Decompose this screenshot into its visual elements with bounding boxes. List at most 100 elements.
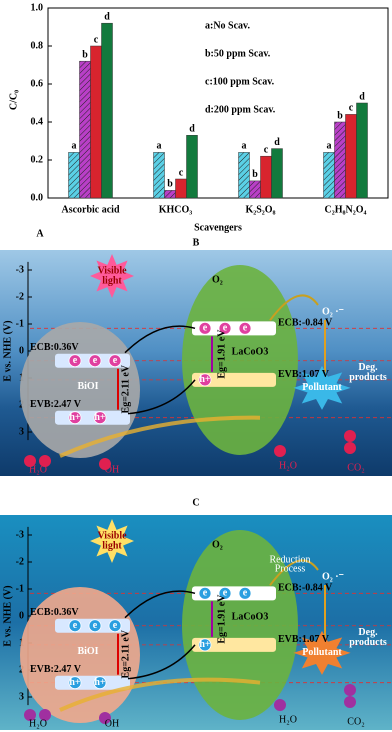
x-tick-label: K₂S₂O₈ [245,204,275,215]
bar-letter: d [104,11,110,22]
electron-transfer [124,590,196,619]
diagram-text: BiOI [77,646,98,657]
carrier-label: h+ [94,677,106,688]
diagram-text: OH [105,718,119,729]
carrier-label: h+ [199,639,211,650]
charge-carrier [238,586,252,600]
energy-tick-label: 3 [19,691,24,702]
panel-label: C [192,497,199,508]
bar [153,152,165,199]
bioi-vb [55,410,130,425]
bar [323,152,335,199]
bar-letter: d [189,124,195,135]
bar-letter: c [264,144,269,155]
energy-tick-label: -3 [16,529,24,540]
charge-carrier [108,354,122,368]
bar-letter: d [274,137,280,148]
diagram-text: Eg=1.91 eV [216,594,227,644]
bar [249,180,261,199]
lacoo3-cb [192,321,276,336]
charge-carrier [218,586,232,600]
lacoo3-particle [182,265,298,455]
diagram-text: products [349,637,387,648]
x-tick-label: KHCO₃ [159,204,193,215]
bar-letter: c [349,103,354,114]
energy-tick-label: -3 [16,264,24,275]
panel-label: B [193,237,200,248]
diagram-text: EVB:2.47 V [30,399,82,410]
legend-entry: d:200 ppm Scav. [205,104,276,115]
bar [175,178,187,199]
x-axis-label: Scavengers [194,222,242,233]
charge-carrier [93,411,107,425]
charge-carrier [198,373,212,387]
bar-letter: b [82,49,88,60]
molecule [39,455,51,467]
diagram-text: Reduction [269,554,310,565]
diagram-text: CO₂ [347,462,364,473]
bar [79,60,91,199]
oxygen-arrow [269,559,319,586]
light-burst [90,519,134,563]
diagram-text: H₂O [29,718,47,729]
diagram-text: Deg. [358,627,378,638]
energy-tick-label: 3 [19,426,24,437]
energy-axis-label: E vs. NHE (V) [2,585,13,646]
diagram-text: products [349,372,387,383]
diagram-text: EVB:1.07 V [278,369,330,380]
energy-tick-label: -1 [16,318,24,329]
diagram-text: light [102,540,122,551]
charge-carrier [88,619,102,633]
carrier-label: e [93,355,98,366]
carrier-label: h+ [94,412,106,423]
charge-carrier [93,676,107,690]
diagram-text: EVB:1.07 V [278,634,330,645]
recycle-arrow [59,677,261,712]
molecule [344,696,356,708]
hole-transfer [127,379,196,415]
charge-carrier [88,354,102,368]
bar [238,152,250,199]
carrier-label: e [93,620,98,631]
carrier-label: e [223,588,228,599]
charge-carrier [68,354,82,368]
energy-tick-label: -2 [16,291,24,302]
legend-entry: a:No Scav. [205,20,251,31]
y-axis-label: C/C₀ [8,90,19,110]
bar [101,22,113,199]
carrier-label: e [223,323,228,334]
carrier-label: h+ [69,412,81,423]
diagram-text: ECB:0.36V [30,607,79,618]
diagram-text: BiOI [77,381,98,392]
lacoo3-vb [192,637,276,652]
charge-carrier [198,638,212,652]
diagram-text: Eg=2.11 eV [120,629,131,678]
charge-carrier [68,411,82,425]
diagram-text: Visible [97,530,127,541]
x-tick-label: Ascorbic acid [61,204,119,215]
carrier-label: h+ [69,677,81,688]
y-tick-label: 0.8 [31,40,44,51]
diagram-text: H₂O [279,460,297,471]
bar [260,155,272,199]
molecule [344,430,356,442]
bar [164,190,176,199]
carrier-label: e [243,323,248,334]
diagram-text: Process [275,563,306,574]
charge-carrier [68,619,82,633]
diagram-text: H₂O [279,714,297,725]
charge-carrier [218,321,232,335]
bar [334,121,346,199]
legend-entry: c:100 ppm Scav. [205,76,275,87]
energy-tick-label: -2 [16,556,24,567]
charge-carrier [198,586,212,600]
molecule [344,684,356,696]
panel-label: A [36,228,44,239]
hole-transfer [127,644,196,680]
energy-axis-label: E vs. NHE (V) [2,320,13,381]
energy-tick-label: -1 [16,583,24,594]
diagram-text: ECB:-0.84 V [278,583,333,594]
diagram-text: H₂O [29,464,47,475]
bar-letter: c [179,167,184,178]
bar [68,152,80,199]
